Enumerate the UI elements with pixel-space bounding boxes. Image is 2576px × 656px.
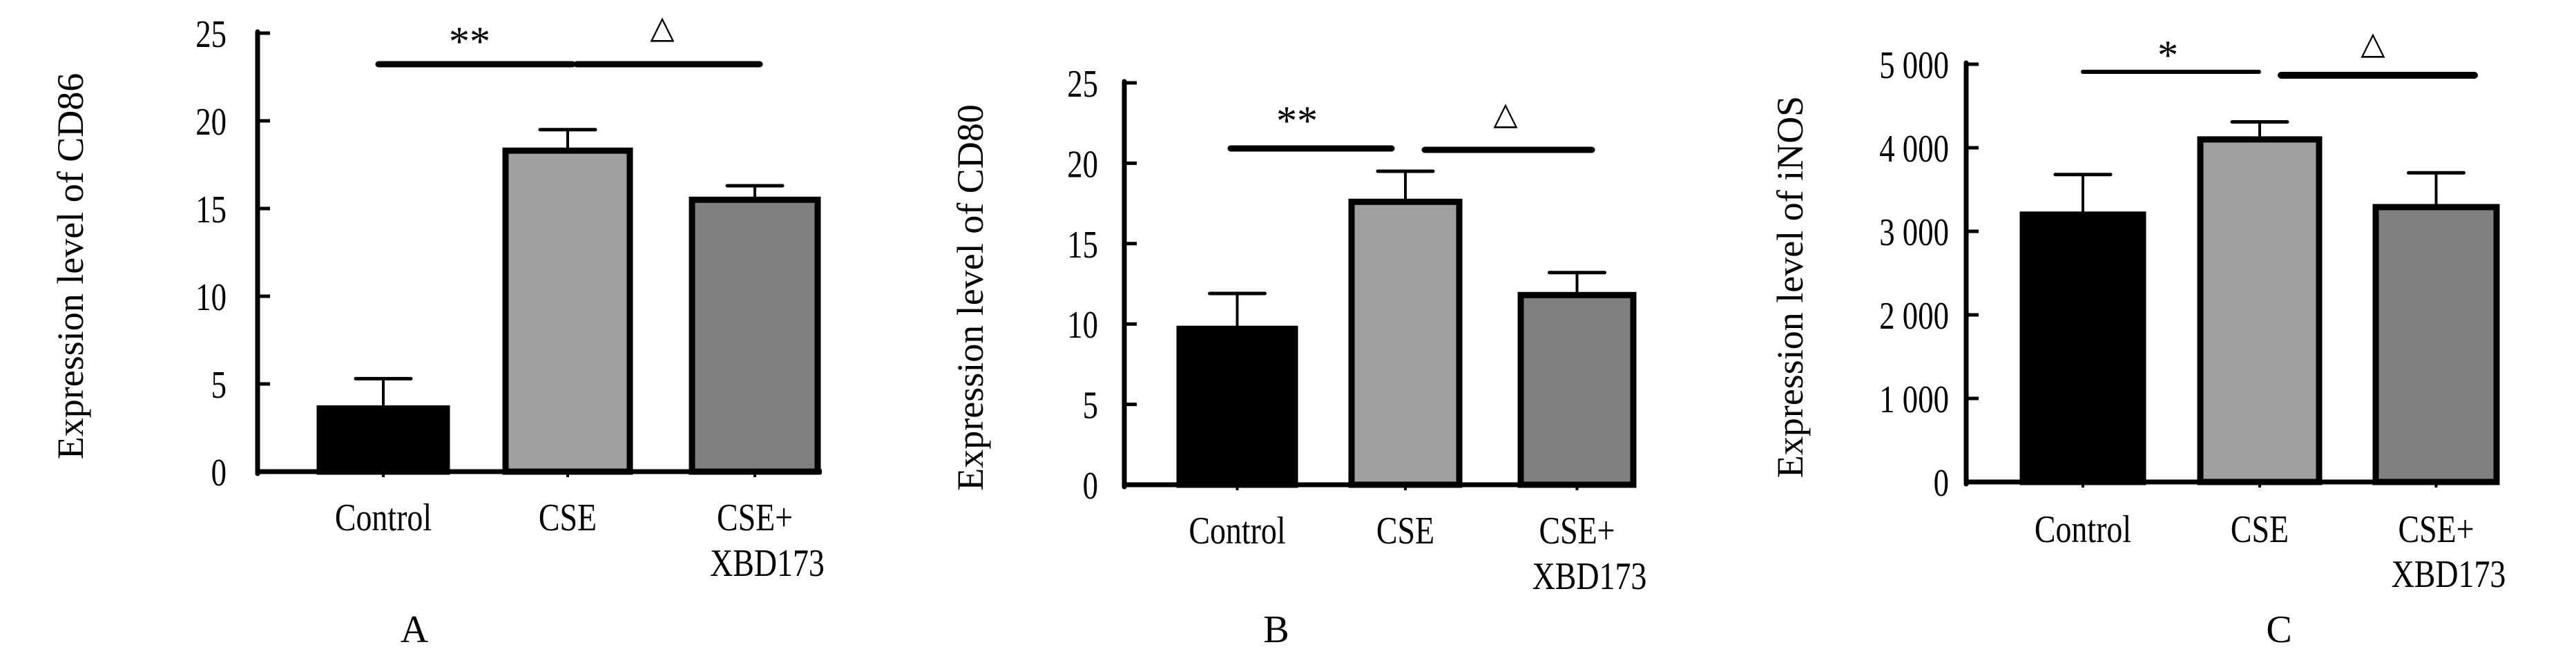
chart-panel-a: 0 5 10 15 20 25 Expression level of CD86 Contro…: [50, 10, 825, 651]
x-category-label: CSE: [2231, 508, 2289, 551]
y-tick-label: 25: [1067, 62, 1098, 105]
y-axis-title: Expression level of iNOS: [1769, 96, 1811, 478]
y-tick-label: 15: [195, 188, 227, 231]
panel-label: B: [1263, 608, 1289, 651]
y-axis-title: Expression level of CD80: [950, 104, 991, 490]
significance-marker-triangle: △: [2361, 26, 2385, 61]
x-category-label: Control: [2035, 508, 2131, 551]
significance-marker-asterisk: **: [1276, 98, 1318, 144]
panel-label: C: [2266, 608, 2291, 651]
bar-cse: [1348, 198, 1463, 488]
y-tick-label: 0: [211, 451, 227, 494]
bar-cse: [502, 147, 633, 475]
y-tick-label: 3 000: [1879, 211, 1949, 253]
y-tick-label: 5: [211, 363, 227, 406]
y-tick-label: 2 000: [1879, 294, 1949, 337]
significance-marker-asterisk: *: [2157, 32, 2178, 78]
y-tick-label: 0: [1083, 464, 1098, 507]
y-tick-label: 4 000: [1879, 127, 1949, 170]
y-tick-label: 15: [1067, 223, 1098, 266]
x-category-label: XBD173: [710, 542, 825, 585]
significance-marker-triangle: △: [1493, 96, 1518, 131]
y-tick-label: 5: [1083, 384, 1098, 427]
x-category-label: CSE: [1376, 510, 1434, 552]
x-category-label: XBD173: [2392, 553, 2506, 596]
x-category-label: XBD173: [1532, 555, 1647, 598]
chart-panel-b: 0 5 10 15 20 25 Expression level of CD80 Contro…: [950, 62, 1646, 651]
y-tick-label: 5 000: [1879, 44, 1949, 86]
significance-marker-triangle: △: [650, 10, 675, 45]
x-category-label: Control: [1189, 510, 1285, 552]
bar-cse-xbd173: [2372, 204, 2500, 485]
x-category-label: CSE+: [717, 496, 793, 539]
panel-label: A: [401, 608, 429, 651]
x-category-label: CSE+: [2398, 508, 2474, 551]
y-tick-label: 1 000: [1879, 378, 1949, 421]
bar-cse-xbd173: [689, 196, 821, 475]
bar-control: [316, 405, 450, 475]
x-category-label: CSE+: [1539, 510, 1615, 552]
significance-marker-asterisk: **: [449, 19, 490, 64]
bar-cse-xbd173: [1517, 291, 1637, 488]
y-tick-label: 20: [195, 100, 227, 143]
y-tick-label: 25: [195, 12, 227, 55]
bar-control: [1176, 325, 1298, 488]
x-category-label: Control: [335, 496, 432, 539]
y-axis-title: Expression level of CD86: [50, 73, 91, 459]
y-tick-label: 20: [1067, 143, 1098, 186]
x-category-label: CSE: [539, 496, 597, 539]
y-tick-label: 0: [1934, 461, 1949, 504]
y-tick-label: 10: [195, 276, 227, 318]
chart-panel-c: 0 1 000 2 000 3 000 4 000 5 000 Expression lev…: [1769, 26, 2506, 651]
y-tick-label: 10: [1067, 304, 1098, 347]
bar-cse: [2197, 136, 2323, 485]
bar-control: [2019, 211, 2146, 485]
